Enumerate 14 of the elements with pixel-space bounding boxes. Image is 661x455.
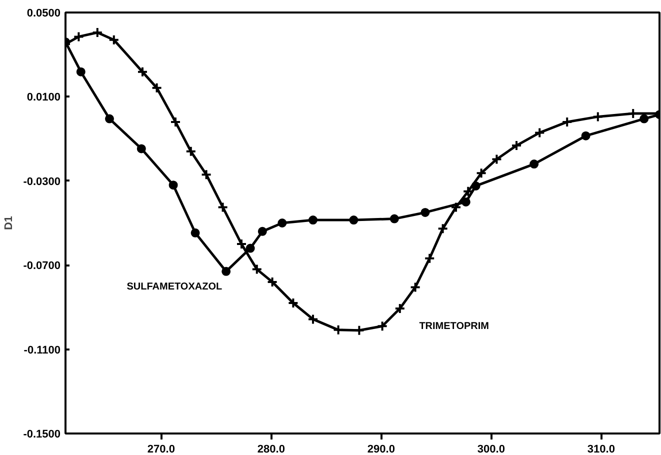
y-tick-label: -0.1500 xyxy=(23,428,61,440)
series-label: TRIMETOPRIM xyxy=(419,320,490,332)
x-tick-label: 270.0 xyxy=(147,444,175,455)
series-label: SULFAMETOXAZOL xyxy=(126,281,222,292)
x-tick-label: 300.0 xyxy=(477,444,505,455)
y-tick-label: -0.0700 xyxy=(23,260,61,272)
x-tick-label: 310.0 xyxy=(587,444,615,455)
y-tick-label: 0.0100 xyxy=(26,92,61,104)
y-tick-label: -0.0300 xyxy=(23,176,61,188)
y-tick-label: -0.1100 xyxy=(24,344,60,356)
y-axis-title: D1 xyxy=(3,216,16,230)
y-tick-label: 0.0500 xyxy=(26,8,61,20)
x-tick-label: 290.0 xyxy=(367,444,395,455)
x-tick-label: 280.0 xyxy=(257,444,285,455)
